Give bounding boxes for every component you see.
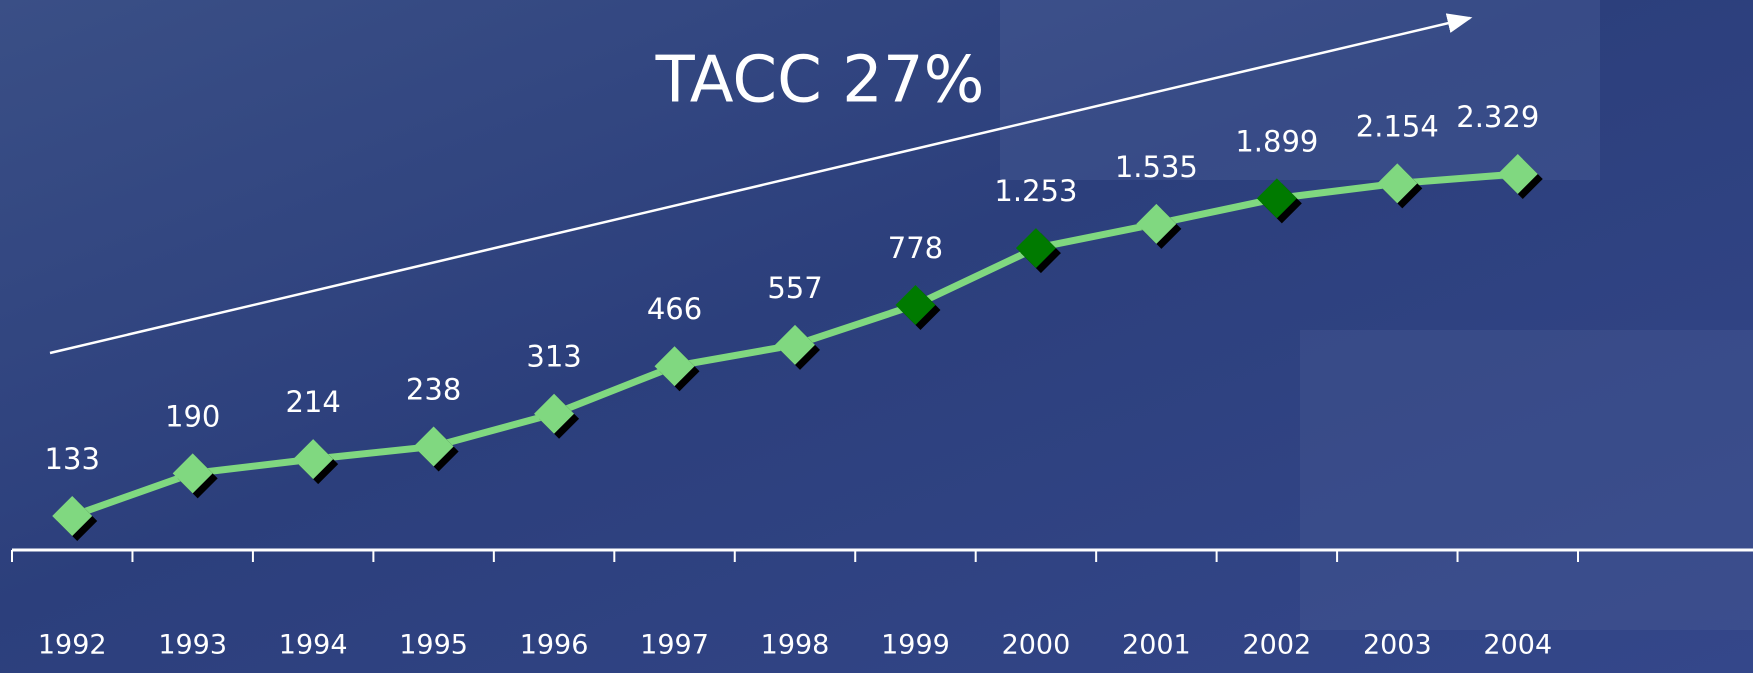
x-tick-label: 1999 bbox=[881, 630, 950, 661]
marker bbox=[895, 284, 936, 325]
value-label: 214 bbox=[285, 385, 340, 419]
marker bbox=[1015, 228, 1056, 269]
value-label: 2.329 bbox=[1456, 100, 1539, 134]
marker bbox=[654, 346, 695, 387]
value-label: 778 bbox=[888, 231, 943, 265]
marker bbox=[534, 393, 575, 434]
x-tick-label: 1996 bbox=[520, 630, 589, 661]
trend-arrow bbox=[49, 13, 1473, 355]
x-tick-label: 1992 bbox=[38, 630, 107, 661]
value-label: 1.253 bbox=[994, 174, 1077, 208]
marker bbox=[172, 453, 213, 494]
x-tick-label: 1998 bbox=[761, 630, 830, 661]
x-tick-label: 1995 bbox=[399, 630, 468, 661]
annotation: TACC 27% bbox=[655, 44, 985, 118]
value-label: 1.899 bbox=[1235, 124, 1318, 158]
marker bbox=[1497, 154, 1538, 195]
marker bbox=[293, 439, 334, 480]
x-tick-label: 2000 bbox=[1002, 630, 1071, 661]
background-shape bbox=[1300, 330, 1753, 630]
x-tick-label: 2003 bbox=[1363, 630, 1432, 661]
value-label: 2.154 bbox=[1356, 109, 1439, 143]
x-tick-label: 2001 bbox=[1122, 630, 1191, 661]
marker bbox=[775, 324, 815, 365]
marker bbox=[1256, 178, 1297, 219]
value-label: 1.535 bbox=[1115, 150, 1198, 184]
value-label: 133 bbox=[45, 442, 100, 476]
value-label: 313 bbox=[526, 340, 581, 374]
value-label: 238 bbox=[406, 372, 461, 406]
marker bbox=[1136, 203, 1177, 244]
x-tick-label: 1993 bbox=[158, 630, 227, 661]
marker bbox=[52, 495, 93, 536]
marker bbox=[413, 426, 454, 467]
x-tick-label: 1997 bbox=[640, 630, 709, 661]
x-tick-label: 2004 bbox=[1483, 630, 1552, 661]
x-tick-label: 2002 bbox=[1242, 630, 1311, 661]
x-tick-label: 1994 bbox=[279, 630, 348, 661]
value-label: 190 bbox=[165, 399, 220, 433]
value-label: 557 bbox=[767, 271, 822, 305]
value-label: 466 bbox=[647, 292, 702, 326]
background-shape bbox=[1000, 0, 1600, 180]
marker bbox=[1377, 163, 1418, 204]
